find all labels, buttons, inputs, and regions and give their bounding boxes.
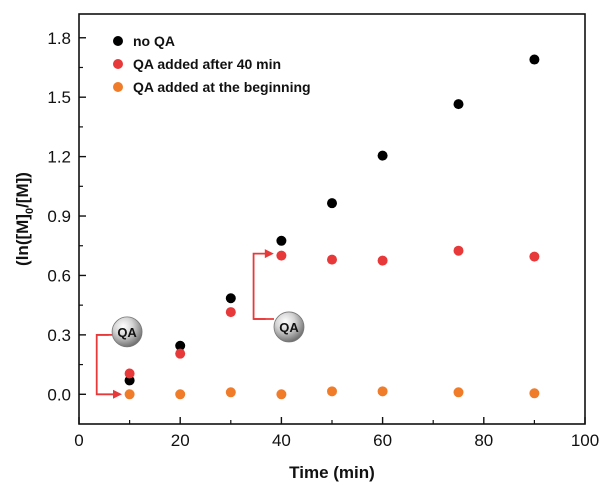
- legend-label: QA added after 40 min: [133, 56, 281, 72]
- y-tick-label: 1.2: [47, 148, 71, 167]
- data-point: [529, 54, 540, 65]
- qa-label: QA: [117, 325, 137, 340]
- data-point: [175, 340, 186, 351]
- x-tick-label: 100: [571, 431, 599, 450]
- data-point: [529, 388, 540, 399]
- annotation-arrowhead: [113, 389, 123, 399]
- data-point: [453, 245, 464, 256]
- qa-sphere-icon: [273, 311, 305, 343]
- y-tick-label: 0.3: [47, 326, 71, 345]
- legend-label: QA added at the beginning: [133, 79, 311, 95]
- data-point: [175, 348, 186, 359]
- y-tick-label: 0.9: [47, 207, 71, 226]
- plot-frame: [78, 13, 586, 425]
- data-point: [276, 389, 287, 400]
- y-tick-label: 0.6: [47, 266, 71, 285]
- axis-ticks: 0 20 40 60 80 100 0.0 0.3 0.6 0.9 1.2 1.5 1.8: [47, 29, 599, 450]
- data-point: [124, 375, 135, 386]
- annotations: QA QA: [95, 249, 305, 399]
- data-point: [529, 251, 540, 262]
- legend-marker: [113, 82, 123, 92]
- data-point: [276, 235, 287, 246]
- qa-sphere-icon: [111, 316, 143, 348]
- annotation-bracket: [252, 252, 268, 320]
- legend-label: no QA: [133, 33, 175, 49]
- data-point: [377, 150, 388, 161]
- data-point: [225, 307, 236, 318]
- y-tick-label: 1.5: [47, 88, 71, 107]
- y-axis-title-pre: (ln([M]: [13, 214, 32, 266]
- data-point: [327, 386, 337, 397]
- legend: no QA QA added after 40 min QA added at th…: [113, 33, 311, 95]
- legend-marker: [113, 36, 123, 46]
- data-point: [453, 99, 464, 110]
- y-axis-title: (ln([M]0/[M]): [13, 172, 36, 266]
- data-point: [175, 389, 186, 400]
- data-point: [327, 254, 337, 265]
- x-tick-label: 0: [74, 431, 83, 450]
- y-tick-label: 0.0: [47, 385, 71, 404]
- annotation-bracket: [95, 333, 117, 396]
- y-axis-title-post: /[M]): [13, 172, 32, 208]
- data-point: [276, 250, 287, 261]
- qa-label: QA: [279, 320, 299, 335]
- x-tick-label: 60: [373, 431, 392, 450]
- data-point: [225, 387, 236, 398]
- y-axis-title-sub: 0: [24, 208, 36, 214]
- data-point: [377, 255, 388, 266]
- plot-axes: [78, 13, 586, 425]
- annotation-arrowhead: [264, 249, 274, 259]
- data-point: [225, 293, 236, 304]
- data-point: [453, 387, 464, 398]
- legend-marker: [113, 59, 123, 69]
- x-tick-label: 80: [474, 431, 493, 450]
- data-point: [124, 368, 135, 379]
- x-tick-label: 20: [171, 431, 190, 450]
- y-tick-label: 1.8: [47, 29, 71, 48]
- data-points: [124, 54, 540, 400]
- data-point: [124, 389, 135, 400]
- x-axis-title: Time (min): [289, 463, 375, 482]
- x-tick-label: 40: [272, 431, 291, 450]
- data-point: [327, 198, 337, 209]
- data-point: [377, 386, 388, 397]
